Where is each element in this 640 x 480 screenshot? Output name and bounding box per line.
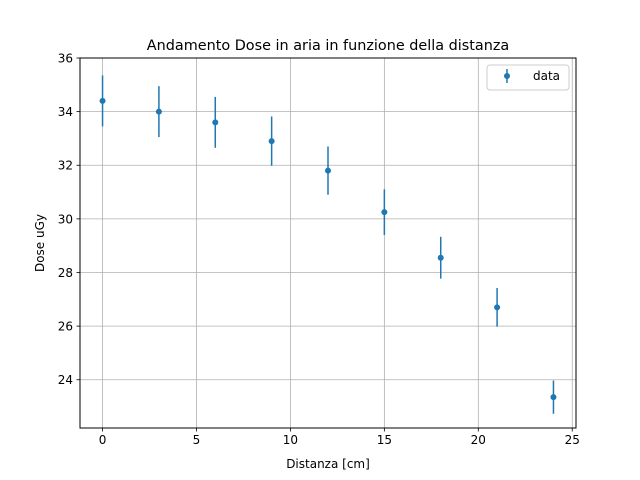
axis-ticks: 0 5 10 15 20 25 24 26 28 30 32 34 36 <box>58 52 580 448</box>
x-axis-label: Distanza [cm] <box>286 457 370 471</box>
legend: data <box>486 64 570 91</box>
x-tick-label: 20 <box>471 433 486 447</box>
y-tick-label: 36 <box>58 52 73 66</box>
data-point <box>381 209 388 216</box>
y-tick-label: 30 <box>58 212 73 226</box>
data-series <box>99 75 557 414</box>
data-point <box>494 304 501 311</box>
data-point <box>550 394 557 401</box>
y-axis-label: Dose uGy <box>33 214 47 272</box>
data-point <box>99 97 106 104</box>
chart-title: Andamento Dose in aria in funzione della… <box>147 38 509 54</box>
x-tick-label: 5 <box>193 433 201 447</box>
x-tick-label: 10 <box>283 433 298 447</box>
data-point <box>325 167 331 174</box>
x-tick-label: 15 <box>377 433 392 447</box>
data-point <box>155 108 162 115</box>
data-point <box>212 119 219 126</box>
data-point <box>268 138 275 145</box>
y-tick-label: 26 <box>58 320 73 334</box>
y-tick-label: 34 <box>58 105 73 119</box>
x-tick-label: 0 <box>99 433 107 447</box>
data-point <box>437 254 444 261</box>
y-tick-label: 24 <box>58 373 73 387</box>
y-tick-label: 32 <box>58 159 73 173</box>
x-tick-label: 25 <box>565 433 580 447</box>
legend-label: data <box>533 69 560 83</box>
legend-point-marker <box>504 73 510 79</box>
plot-area-frame <box>79 57 577 429</box>
y-tick-label: 28 <box>58 266 73 280</box>
